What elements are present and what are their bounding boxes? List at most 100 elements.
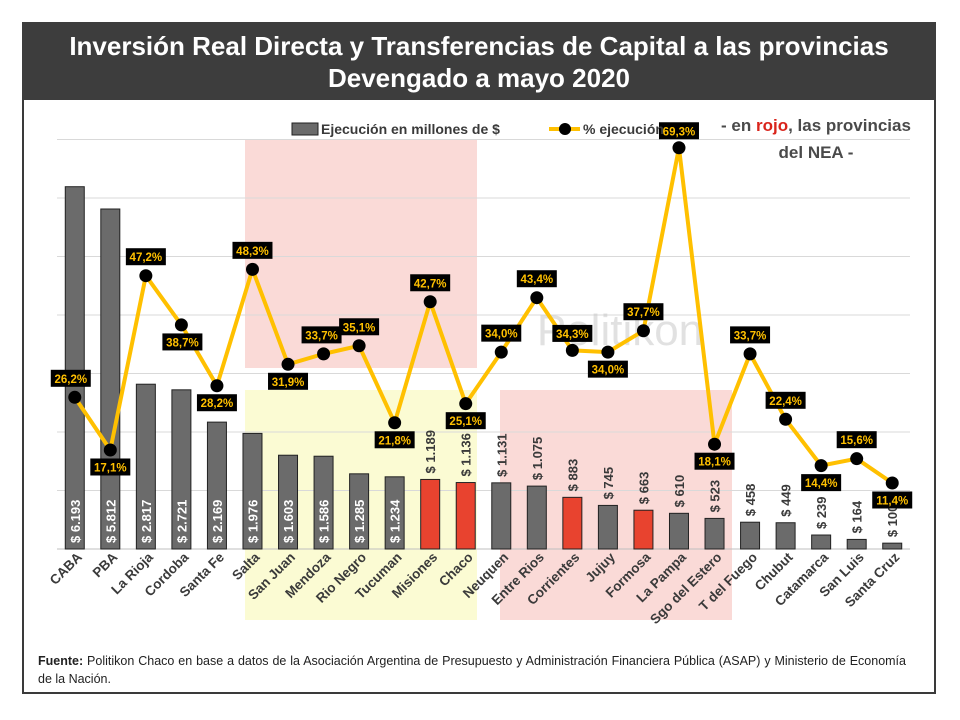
- title-line-2: Devengado a mayo 2020: [327, 63, 631, 93]
- percent-label: 34,0%: [592, 365, 625, 377]
- percent-marker: [317, 347, 331, 361]
- percent-label: 21,8%: [378, 435, 411, 447]
- percent-label-bg: [162, 333, 203, 351]
- percent-label-bg: [552, 324, 593, 342]
- bar-mendoza: [313, 455, 334, 550]
- percent-label-bg: [339, 318, 380, 336]
- percent-label: 37,7%: [627, 307, 660, 319]
- bar-catamarca: [811, 534, 832, 550]
- percent-marker: [103, 443, 117, 457]
- percent-label: 34,0%: [485, 329, 518, 341]
- bar-misiones: [420, 478, 441, 550]
- bar-neuquen: [491, 482, 512, 550]
- bar-cordoba: [171, 389, 192, 550]
- bar-pba: [100, 208, 121, 550]
- percent-label-bg: [301, 326, 342, 344]
- percent-label-bg: [694, 452, 735, 470]
- bar-value-label: $ 1.976: [245, 500, 260, 543]
- percent-label-bg: [872, 491, 913, 509]
- percent-marker: [245, 262, 259, 276]
- bar-value-label: $ 2.817: [139, 500, 154, 543]
- percent-marker: [352, 339, 366, 353]
- category-label: CABA: [47, 549, 85, 587]
- legend-bar-label: Ejecución en millones de $: [321, 121, 500, 137]
- percent-marker: [885, 476, 899, 490]
- percent-marker: [708, 437, 722, 451]
- percent-label-bg: [836, 431, 877, 449]
- percent-label-bg: [410, 274, 451, 292]
- bar-value-label: $ 1.131: [494, 433, 509, 476]
- percent-marker: [779, 412, 793, 426]
- percent-marker: [494, 345, 508, 359]
- percent-label-bg: [196, 394, 237, 412]
- bar-santa-cruz: [882, 542, 903, 550]
- percent-label: 22,4%: [769, 396, 802, 408]
- chart-title: Inversión Real Directa y Transferencias …: [22, 22, 936, 100]
- percent-label-bg: [623, 303, 664, 321]
- percent-label-bg: [232, 241, 273, 259]
- percent-label: 14,4%: [805, 478, 838, 490]
- percent-label-bg: [587, 360, 628, 378]
- bar-value-label: $ 2.721: [174, 500, 189, 543]
- bar-value-label: $ 449: [779, 484, 794, 517]
- percent-label: 15,6%: [840, 435, 873, 447]
- percent-marker: [530, 291, 544, 305]
- bar-tucuman: [384, 476, 405, 550]
- bar-rio-negro: [349, 473, 370, 550]
- bar-value-label: $ 1.189: [423, 430, 438, 473]
- percent-marker: [388, 416, 402, 430]
- percent-label: 43,4%: [521, 274, 554, 286]
- bar-chubut: [775, 522, 796, 550]
- percent-label-bg: [445, 412, 486, 430]
- bar-value-label: $ 610: [672, 475, 687, 508]
- bar-chaco: [455, 482, 476, 550]
- nea-note: - en rojo, las provincias del NEA -: [705, 112, 927, 166]
- note-after: , las provincias: [788, 116, 911, 135]
- title-line-1: Inversión Real Directa y Transferencias …: [69, 31, 889, 61]
- percent-label: 18,1%: [698, 457, 731, 469]
- bar-corrientes: [562, 496, 583, 550]
- bar-jujuy: [597, 504, 618, 550]
- note-line-2: del NEA -: [778, 143, 854, 162]
- percent-label-bg: [801, 474, 842, 492]
- percent-label-bg: [481, 324, 522, 342]
- percent-line: [73, 145, 894, 485]
- percent-marker: [565, 343, 579, 357]
- bar-value-label: $ 1.603: [281, 500, 296, 543]
- bar-value-label: $ 523: [708, 480, 723, 513]
- bar-value-label: $ 164: [850, 500, 865, 533]
- percent-label: 48,3%: [236, 246, 269, 258]
- category-label: PBA: [90, 549, 121, 580]
- bar-value-label: $ 458: [743, 484, 758, 517]
- percent-label: 25,1%: [449, 416, 482, 428]
- bar-value-label: $ 1.285: [352, 500, 367, 543]
- percent-marker: [601, 345, 615, 359]
- bar-value-label: $ 1.136: [459, 433, 474, 476]
- percent-label: 17,1%: [94, 462, 127, 474]
- bar-value-label: $ 5.812: [103, 500, 118, 543]
- percent-label-bg: [765, 391, 806, 409]
- source-text: Politikon Chaco en base a datos de la As…: [38, 654, 906, 686]
- legend-marker-swatch: [559, 123, 571, 135]
- percent-label: 34,3%: [556, 329, 589, 341]
- bar-value-label: $ 239: [814, 496, 829, 529]
- percent-label: 28,2%: [201, 398, 234, 410]
- bar-value-label: $ 1.075: [530, 437, 545, 480]
- legend-bar-swatch: [291, 122, 319, 136]
- percent-label: 35,1%: [343, 322, 376, 334]
- note-before: - en: [721, 116, 756, 135]
- percent-label-bg: [374, 431, 415, 449]
- percent-marker: [814, 459, 828, 473]
- bar-value-label: $ 1.586: [317, 500, 332, 543]
- percent-label: 33,7%: [734, 330, 767, 342]
- percent-marker: [281, 357, 295, 371]
- bar-entre-rios: [526, 485, 547, 550]
- bar-formosa: [633, 509, 654, 550]
- bar-san-luis: [846, 538, 867, 550]
- legend-line-label: % ejecución: [583, 121, 664, 137]
- source-label: Fuente:: [38, 654, 84, 668]
- percent-label: 42,7%: [414, 278, 447, 290]
- bar-caba: [64, 186, 85, 550]
- percent-marker: [850, 452, 864, 466]
- percent-label-bg: [90, 458, 131, 476]
